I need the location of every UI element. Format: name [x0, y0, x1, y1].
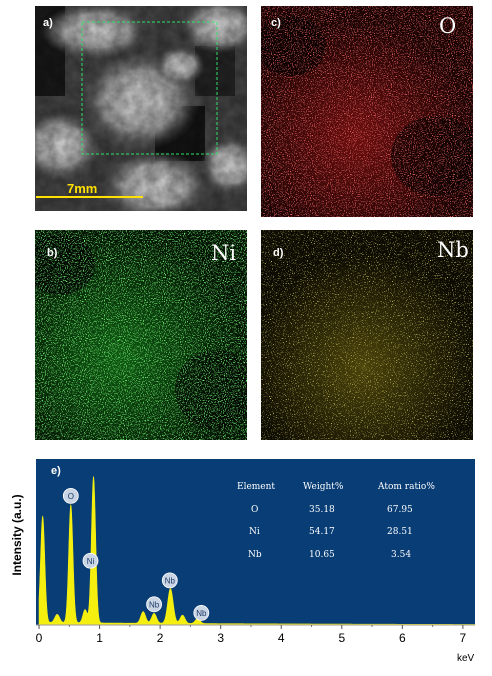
x-axis-ticks: 0 1 2 3 4 5 6 7	[36, 625, 467, 645]
composition-table: Element Weight% Atom ratio% O 35.18 67.9…	[237, 482, 435, 560]
peak-marker-badge	[62, 487, 79, 504]
table-cell-weight: 10.65	[309, 550, 335, 560]
peak-marker-badge	[146, 596, 162, 613]
sem-image	[35, 6, 247, 211]
panel-a-label: a)	[43, 17, 53, 29]
x-tick-label: 3	[217, 631, 224, 645]
nb-map-panel: d) Nb	[261, 230, 473, 440]
peak-marker-badge	[193, 605, 210, 621]
x-tick-label: 2	[157, 631, 164, 645]
table-cell-atom-ratio: 28.51	[387, 527, 413, 537]
roi-box	[81, 21, 218, 155]
spectrum-area	[38, 475, 476, 626]
peak-marker-label: Nb	[149, 600, 160, 609]
table-cell-element: O	[251, 505, 258, 515]
o-map	[261, 6, 473, 217]
element-label-o: O	[439, 14, 457, 38]
peak-marker-label: Ni	[87, 557, 95, 566]
table-header-atom-ratio: Atom ratio%	[377, 482, 435, 492]
table-header-weight: Weight%	[303, 482, 344, 492]
table-cell-element: Ni	[249, 527, 260, 537]
scale-bar-label: 7mm	[67, 181, 98, 196]
x-tick-label: 1	[96, 631, 103, 645]
peak-markers: O Ni Nb Nb Nb	[62, 487, 210, 621]
panel-b-label: b)	[47, 247, 58, 259]
scale-bar	[36, 196, 143, 198]
x-tick-label: 7	[460, 631, 467, 645]
panel-c-label: c)	[271, 17, 281, 29]
peak-marker-label: O	[68, 492, 74, 501]
x-axis-unit-label: keV	[457, 653, 475, 664]
peak-marker-label: Nb	[196, 609, 207, 618]
element-label-nb: Nb	[437, 238, 469, 262]
spectrum-plot-area	[36, 459, 475, 625]
table-cell-element: Nb	[248, 550, 262, 560]
peak-marker-label: Nb	[165, 576, 176, 585]
nb-map	[261, 230, 473, 440]
peak-marker-badge	[82, 552, 99, 569]
x-tick-label: 4	[278, 631, 285, 645]
x-tick-label: 5	[338, 631, 345, 645]
sem-image-panel: a) 7mm	[35, 6, 247, 211]
peak-marker-badge	[161, 572, 178, 589]
x-tick-label: 6	[399, 631, 406, 645]
panel-d-label: d)	[273, 247, 284, 259]
table-cell-weight: 35.18	[309, 505, 335, 515]
table-cell-atom-ratio: 67.95	[387, 505, 413, 515]
table-header-element: Element	[237, 482, 275, 492]
ni-map	[35, 230, 247, 440]
x-tick-label: 0	[36, 631, 43, 645]
element-label-ni: Ni	[211, 241, 237, 265]
panel-e-label: e)	[51, 465, 61, 477]
table-cell-atom-ratio: 3.54	[391, 550, 411, 560]
ni-map-panel: b) Ni	[35, 230, 247, 440]
o-map-panel: c) O	[261, 6, 473, 217]
table-cell-weight: 54.17	[309, 527, 335, 537]
